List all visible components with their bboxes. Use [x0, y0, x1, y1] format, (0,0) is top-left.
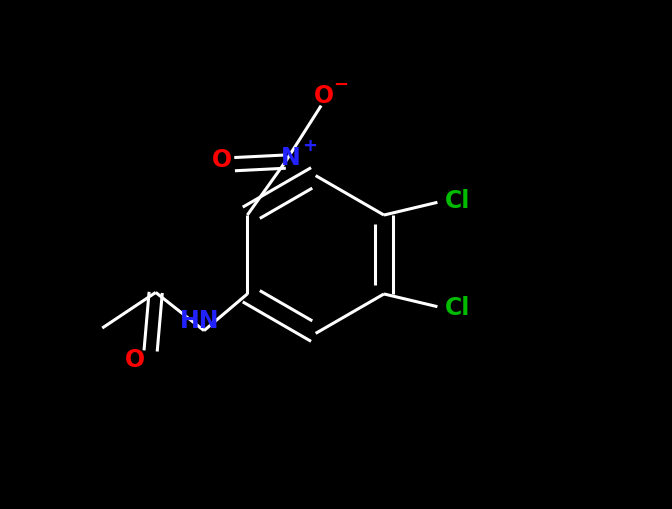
Text: O: O	[212, 148, 232, 172]
Text: +: +	[302, 137, 317, 155]
Text: O: O	[314, 84, 334, 108]
Text: HN: HN	[180, 309, 220, 333]
Text: −: −	[333, 76, 348, 94]
Text: N: N	[281, 146, 300, 169]
Text: Cl: Cl	[445, 296, 470, 320]
Text: O: O	[125, 348, 145, 372]
Text: Cl: Cl	[445, 189, 470, 213]
